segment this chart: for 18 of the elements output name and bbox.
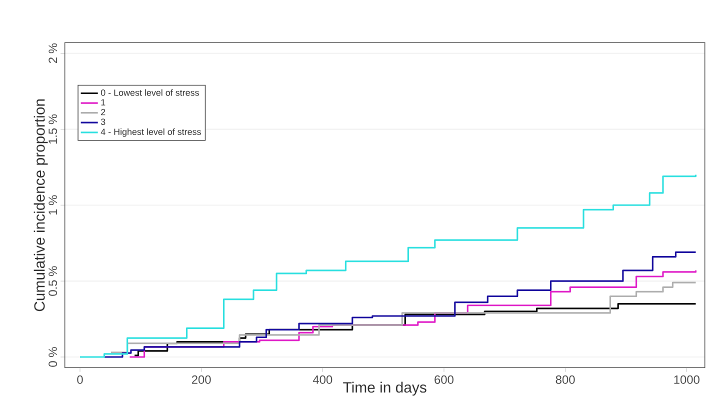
y-axis-title: Cumulative incidence proportion	[34, 99, 48, 312]
y-tick-label: 1.5 %	[48, 114, 58, 144]
y-tick-label: 0.5 %	[48, 266, 58, 296]
x-tick-label: 200	[192, 375, 211, 384]
x-tick-label: 1000	[674, 375, 700, 384]
legend-label: 2	[101, 108, 106, 116]
y-tick-label: 1 %	[48, 195, 58, 215]
y-tick-label: 2 %	[48, 43, 58, 63]
y-tick-label: 0 %	[48, 347, 58, 367]
legend-label: 0 - Lowest level of stress	[100, 89, 199, 96]
x-tick-label: 0	[77, 375, 83, 384]
x-tick-label: 800	[556, 375, 575, 384]
legend-label: 4 - Highest level of stress	[100, 128, 201, 137]
x-tick-label: 400	[312, 375, 332, 384]
legend-label: 1	[101, 99, 106, 106]
x-axis-title: Time in days	[343, 382, 426, 396]
x-tick-label: 600	[434, 375, 454, 384]
legend-label: 3	[100, 118, 106, 126]
